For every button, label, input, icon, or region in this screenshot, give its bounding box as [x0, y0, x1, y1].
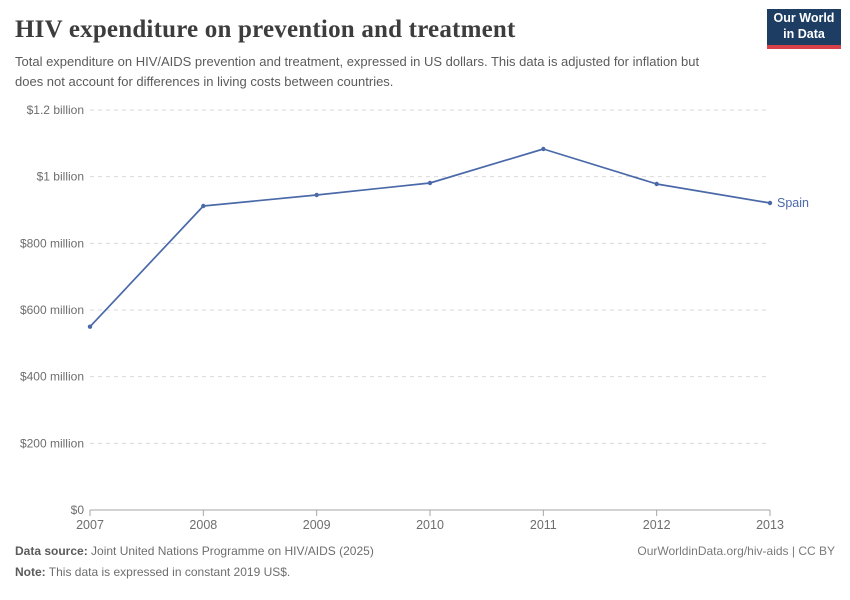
- y-axis-tick-label: $1.2 billion: [27, 103, 84, 117]
- x-axis-tick-label: 2007: [76, 518, 104, 532]
- data-point: [314, 192, 319, 198]
- note-label: Note:: [15, 565, 46, 579]
- x-axis-tick-label: 2012: [643, 518, 671, 532]
- data-point: [541, 146, 546, 152]
- x-axis-tick-label: 2013: [756, 518, 784, 532]
- chart-area: $0 $200 million $400 million $600 million $8…: [0, 95, 850, 540]
- data-point: [427, 180, 433, 186]
- footer-attribution-link[interactable]: OurWorldinData.org/hiv-aids | CC BY: [637, 544, 835, 558]
- note-line: Note: This data is expressed in constant…: [15, 562, 835, 583]
- data-source-value: Joint United Nations Programme on HIV/AI…: [87, 544, 374, 558]
- note-value: This data is expressed in constant 2019 …: [45, 565, 291, 579]
- x-axis-tick-label: 2009: [303, 518, 331, 532]
- chart-footer: Data source: Joint United Nations Progra…: [15, 541, 835, 583]
- chart-svg: $0 $200 million $400 million $600 million $8…: [20, 103, 809, 532]
- owid-logo-line2: in Data: [783, 27, 825, 41]
- x-axis-tick-label: 2008: [189, 518, 217, 532]
- data-point: [654, 181, 659, 187]
- owid-logo-line1: Our World: [773, 11, 835, 26]
- series-end-label: Spain: [777, 196, 809, 210]
- y-axis-tick-label: $200 million: [20, 436, 84, 450]
- x-axis-tick-label: 2011: [530, 518, 557, 532]
- data-source-label: Data source:: [15, 544, 88, 558]
- data-point: [87, 324, 93, 329]
- data-source-line: Data source: Joint United Nations Progra…: [15, 541, 835, 562]
- y-axis-tick-label: $600 million: [20, 303, 84, 317]
- x-axis-tick-label: 2010: [416, 518, 444, 532]
- data-point: [767, 200, 773, 206]
- y-axis-tick-label: $1 billion: [37, 170, 84, 184]
- y-axis-tick-label: $800 million: [20, 236, 84, 250]
- owid-logo: Our World in Data: [767, 9, 841, 49]
- chart-subtitle: Total expenditure on HIV/AIDS prevention…: [15, 54, 700, 89]
- y-axis-tick-label: $0: [71, 503, 85, 517]
- series-line: [89, 148, 771, 328]
- data-point: [201, 203, 206, 209]
- chart-title: HIV expenditure on prevention and treatm…: [15, 16, 516, 43]
- y-axis-tick-label: $400 million: [20, 370, 84, 384]
